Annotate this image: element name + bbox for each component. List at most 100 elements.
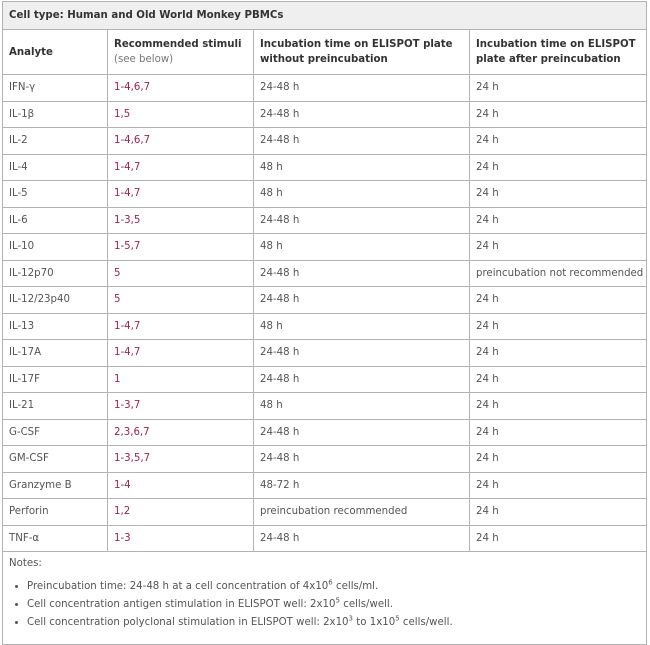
analyte-cell: IL-21 — [2, 392, 108, 420]
stimuli-cell: 1-3,7 — [107, 392, 254, 420]
header-without-preincubation: Incubation time on ELISPOT plate without… — [253, 29, 470, 75]
stimuli-cell: 1-4,7 — [107, 339, 254, 367]
analyte-cell: IL-12p70 — [2, 259, 108, 287]
table-row: TNF-α 1-3 24-48 h 24 h — [2, 524, 648, 552]
after-preincubation-cell: 24 h — [468, 286, 648, 314]
header-without-line2: without preincubation — [260, 54, 388, 65]
notes-row: Notes: Preincubation time: 24-48 h at a … — [1, 551, 648, 645]
table-row: IL-17F 1 24-48 h 24 h — [2, 365, 648, 393]
without-preincubation-cell: 24-48 h — [253, 524, 470, 552]
analyte-cell: IL-10 — [2, 233, 108, 261]
table-row: IL-12/23p40 5 24-48 h 24 h — [2, 286, 648, 314]
without-preincubation-cell: 24-48 h — [253, 74, 470, 102]
after-preincubation-cell: 24 h — [468, 312, 648, 340]
stimuli-cell: 2,3,6,7 — [107, 418, 254, 446]
without-preincubation-cell: preincubation recommended — [253, 498, 470, 526]
stimuli-cell: 1,5 — [107, 100, 254, 128]
stimuli-cell: 1-3,5 — [107, 206, 254, 234]
without-preincubation-cell: 48 h — [253, 392, 470, 420]
table-row: IL-5 1-4,7 48 h 24 h — [2, 180, 648, 208]
after-preincubation-cell: 24 h — [468, 365, 648, 393]
without-preincubation-cell: 24-48 h — [253, 259, 470, 287]
after-preincubation-cell: 24 h — [468, 445, 648, 473]
table-row: Perforin 1,2 preincubation recommended 24 h — [2, 498, 648, 526]
without-preincubation-cell: 24-48 h — [253, 286, 470, 314]
stimuli-cell: 1-4,7 — [107, 312, 254, 340]
after-preincubation-cell: 24 h — [468, 233, 648, 261]
without-preincubation-cell: 48-72 h — [253, 471, 470, 499]
header-stimuli: Recommended stimuli (see below) — [107, 29, 254, 75]
note-item: Cell concentration antigen stimulation i… — [27, 597, 646, 613]
note-superscript: 6 — [328, 578, 333, 587]
after-preincubation-cell: 24 h — [468, 180, 648, 208]
table-row: IL-6 1-3,5 24-48 h 24 h — [2, 206, 648, 234]
cell-type-title: Cell type: Human and Old World Monkey PB… — [1, 1, 648, 30]
notes-cell: Notes: Preincubation time: 24-48 h at a … — [1, 551, 648, 645]
header-stimuli-label: Recommended stimuli — [114, 39, 242, 50]
without-preincubation-cell: 24-48 h — [253, 445, 470, 473]
after-preincubation-cell: 24 h — [468, 392, 648, 420]
notes-title: Notes: — [9, 558, 42, 569]
without-preincubation-cell: 24-48 h — [253, 127, 470, 155]
after-preincubation-cell: 24 h — [468, 471, 648, 499]
header-after-preincubation: Incubation time on ELISPOT plate after p… — [468, 29, 648, 75]
table-row: G-CSF 2,3,6,7 24-48 h 24 h — [2, 418, 648, 446]
stimuli-cell: 1-4,6,7 — [107, 74, 254, 102]
analyte-cell: G-CSF — [2, 418, 108, 446]
without-preincubation-cell: 24-48 h — [253, 100, 470, 128]
table-row: IL-17A 1-4,7 24-48 h 24 h — [2, 339, 648, 367]
after-preincubation-cell: 24 h — [468, 100, 648, 128]
without-preincubation-cell: 24-48 h — [253, 339, 470, 367]
after-preincubation-cell: 24 h — [468, 339, 648, 367]
without-preincubation-cell: 48 h — [253, 180, 470, 208]
analyte-cell: GM-CSF — [2, 445, 108, 473]
stimuli-cell: 5 — [107, 286, 254, 314]
without-preincubation-cell: 48 h — [253, 312, 470, 340]
note-superscript: 5 — [335, 596, 340, 605]
without-preincubation-cell: 24-48 h — [253, 206, 470, 234]
table-row: IL-2 1-4,6,7 24-48 h 24 h — [2, 127, 648, 155]
table-row: IL-13 1-4,7 48 h 24 h — [2, 312, 648, 340]
stimuli-cell: 1-4 — [107, 471, 254, 499]
notes-list: Preincubation time: 24-48 h at a cell co… — [9, 579, 646, 631]
after-preincubation-cell: 24 h — [468, 498, 648, 526]
header-after-line2: plate after preincubation — [476, 54, 621, 65]
analyte-cell: IL-2 — [2, 127, 108, 155]
stimuli-cell: 1-3 — [107, 524, 254, 552]
analyte-cell: IL-12/23p40 — [2, 286, 108, 314]
table-row: IL-21 1-3,7 48 h 24 h — [2, 392, 648, 420]
stimuli-cell: 1-3,5,7 — [107, 445, 254, 473]
stimuli-cell: 1,2 — [107, 498, 254, 526]
table-row: Granzyme B 1-4 48-72 h 24 h — [2, 471, 648, 499]
note-superscript: 3 — [348, 614, 354, 623]
after-preincubation-cell: 24 h — [468, 418, 648, 446]
analyte-cell: Granzyme B — [2, 471, 108, 499]
stimuli-cell: 1-4,7 — [107, 153, 254, 181]
stimuli-cell: 1 — [107, 365, 254, 393]
analyte-cell: Perforin — [2, 498, 108, 526]
after-preincubation-cell: 24 h — [468, 74, 648, 102]
cell-type-row: Cell type: Human and Old World Monkey PB… — [1, 1, 648, 30]
table-row: IL-10 1-5,7 48 h 24 h — [2, 233, 648, 261]
note-item: Cell concentration polyclonal stimulatio… — [27, 615, 646, 631]
stimuli-cell: 1-4,7 — [107, 180, 254, 208]
without-preincubation-cell: 24-48 h — [253, 418, 470, 446]
header-analyte: Analyte — [2, 29, 108, 75]
analyte-cell: TNF-α — [2, 524, 108, 552]
after-preincubation-cell: preincubation not recommended — [468, 259, 648, 287]
table-row: IL-12p70 5 24-48 h preincubation not recomm… — [2, 259, 648, 287]
note-text: Cell concentration antigen stimulation i… — [27, 599, 336, 610]
note-text: cells/well. — [339, 599, 393, 610]
after-preincubation-cell: 24 h — [468, 153, 648, 181]
note-text: to 1x10 — [353, 617, 396, 628]
note-text: cells/ml. — [332, 581, 379, 592]
note-text: Cell concentration polyclonal stimulatio… — [27, 617, 349, 628]
after-preincubation-cell: 24 h — [468, 524, 648, 552]
header-stimuli-sub: (see below) — [114, 54, 174, 65]
stimuli-cell: 5 — [107, 259, 254, 287]
stimuli-cell: 1-4,6,7 — [107, 127, 254, 155]
analyte-cell: IL-1β — [2, 100, 108, 128]
note-text: cells/well. — [399, 617, 453, 628]
